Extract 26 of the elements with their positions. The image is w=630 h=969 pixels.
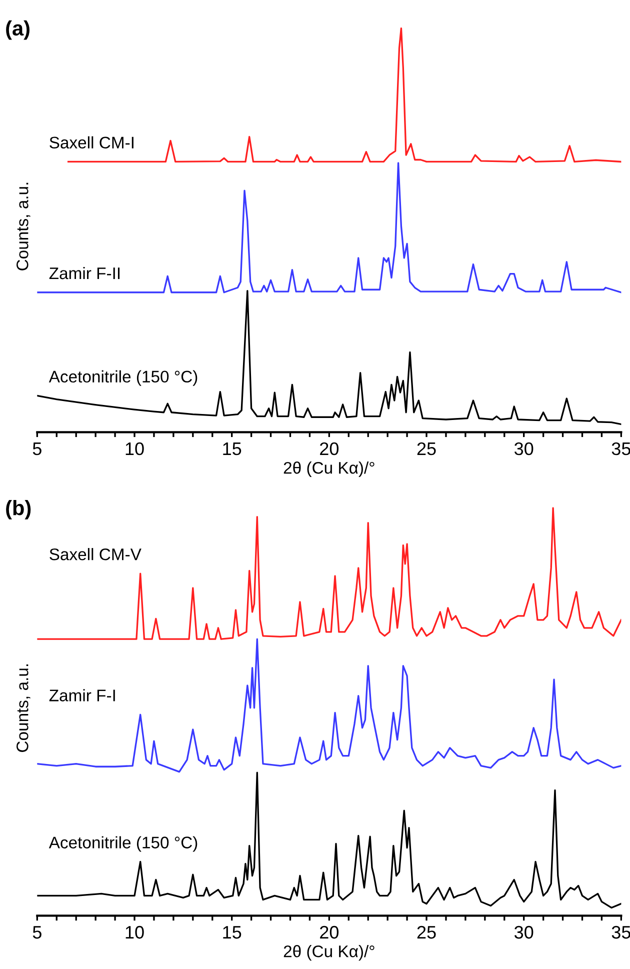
series-label: Acetonitrile (150 °C): [48, 836, 198, 852]
series-label: Acetonitrile (150 °C): [48, 370, 198, 386]
x-tick-label: 35: [612, 442, 630, 456]
x-axis-title: 2θ (Cu Kα)/°: [284, 945, 374, 961]
x-tick-label: 5: [32, 926, 42, 939]
series-label: Zamir F-II: [49, 266, 120, 280]
y-axis-title: Counts, a.u.: [16, 182, 30, 270]
x-axis-title: 2θ (Cu Kα)/°: [284, 462, 374, 478]
x-tick-label: 25: [417, 442, 436, 456]
x-tick-label: 35: [612, 926, 630, 939]
x-tick-label: 20: [320, 926, 339, 939]
series-label: Saxell CM-V: [50, 548, 142, 560]
x-tick-label: 20: [320, 442, 339, 456]
x-tick-label: 15: [223, 926, 242, 939]
x-tick-label: 25: [417, 926, 436, 939]
x-tick-label: 10: [126, 442, 144, 456]
series-label: Zamir F-I: [49, 689, 115, 702]
x-tick-label: 5: [32, 442, 42, 456]
x-tick-label: 15: [223, 442, 242, 456]
chart-title: (a): [6, 20, 30, 40]
chart-title: (b): [6, 500, 31, 520]
x-tick-label: 10: [126, 926, 144, 939]
x-tick-label: 30: [514, 926, 534, 939]
series-label: Saxell CM-I: [50, 136, 134, 149]
x-tick-label: 30: [514, 442, 534, 456]
y-axis-title: Counts, a.u.: [16, 664, 30, 752]
